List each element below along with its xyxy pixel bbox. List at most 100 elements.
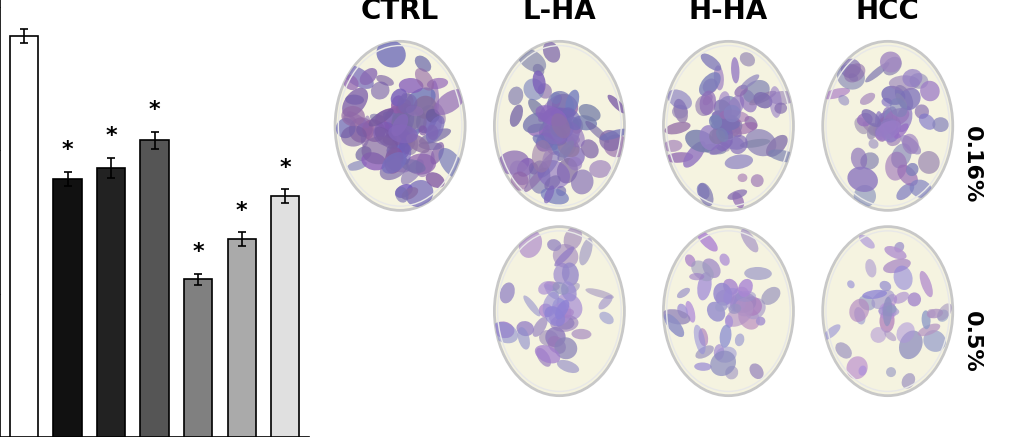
Ellipse shape: [394, 129, 420, 151]
Ellipse shape: [773, 103, 787, 114]
Ellipse shape: [867, 125, 884, 136]
Ellipse shape: [391, 119, 405, 136]
Bar: [227, 239, 256, 437]
Ellipse shape: [936, 309, 948, 322]
Ellipse shape: [881, 123, 898, 142]
Ellipse shape: [847, 166, 877, 192]
Ellipse shape: [880, 106, 897, 135]
Ellipse shape: [542, 114, 570, 144]
Ellipse shape: [909, 73, 927, 89]
Ellipse shape: [878, 281, 891, 291]
Ellipse shape: [716, 133, 744, 150]
Ellipse shape: [545, 327, 566, 347]
Ellipse shape: [532, 70, 545, 94]
Ellipse shape: [401, 187, 418, 200]
Ellipse shape: [896, 322, 914, 343]
Ellipse shape: [744, 116, 757, 130]
Ellipse shape: [715, 290, 734, 305]
Ellipse shape: [725, 304, 752, 327]
Ellipse shape: [694, 362, 711, 371]
Ellipse shape: [844, 63, 864, 83]
Ellipse shape: [385, 110, 409, 129]
Ellipse shape: [878, 302, 896, 320]
Ellipse shape: [579, 238, 592, 265]
Ellipse shape: [886, 367, 895, 377]
Ellipse shape: [556, 136, 579, 157]
Ellipse shape: [858, 235, 874, 249]
Ellipse shape: [709, 350, 736, 376]
Ellipse shape: [858, 365, 866, 376]
Ellipse shape: [544, 306, 565, 326]
Ellipse shape: [398, 138, 411, 165]
Ellipse shape: [547, 336, 566, 354]
Ellipse shape: [702, 144, 726, 155]
Ellipse shape: [858, 295, 874, 310]
Ellipse shape: [549, 125, 562, 142]
Ellipse shape: [919, 81, 938, 101]
Ellipse shape: [896, 183, 913, 200]
Ellipse shape: [415, 68, 434, 90]
Ellipse shape: [551, 94, 578, 118]
Ellipse shape: [418, 142, 441, 150]
Ellipse shape: [936, 303, 951, 321]
Ellipse shape: [729, 292, 755, 313]
Ellipse shape: [395, 187, 409, 203]
Ellipse shape: [534, 345, 559, 364]
Ellipse shape: [541, 107, 559, 122]
Ellipse shape: [708, 128, 725, 144]
Ellipse shape: [406, 134, 429, 153]
Ellipse shape: [388, 125, 418, 143]
Ellipse shape: [493, 322, 514, 338]
Ellipse shape: [556, 133, 580, 145]
Text: *: *: [279, 158, 290, 178]
Ellipse shape: [384, 105, 409, 135]
Ellipse shape: [537, 151, 559, 178]
Ellipse shape: [346, 161, 367, 171]
Ellipse shape: [396, 104, 417, 124]
Ellipse shape: [545, 124, 558, 149]
Ellipse shape: [416, 149, 434, 177]
Text: L-HA: L-HA: [522, 0, 596, 25]
Ellipse shape: [394, 184, 413, 198]
Ellipse shape: [874, 120, 900, 140]
Text: *: *: [235, 201, 248, 221]
Ellipse shape: [397, 94, 417, 114]
Ellipse shape: [382, 111, 404, 129]
Text: 0.5%: 0.5%: [961, 311, 981, 373]
Ellipse shape: [881, 57, 901, 76]
Ellipse shape: [542, 292, 558, 317]
Ellipse shape: [709, 140, 733, 155]
Ellipse shape: [664, 122, 690, 135]
Ellipse shape: [853, 185, 875, 207]
Ellipse shape: [546, 141, 559, 155]
Ellipse shape: [729, 135, 747, 154]
Ellipse shape: [553, 263, 569, 284]
Ellipse shape: [725, 154, 752, 169]
Text: H-HA: H-HA: [688, 0, 767, 25]
Ellipse shape: [733, 291, 742, 309]
Ellipse shape: [709, 116, 729, 135]
Ellipse shape: [523, 79, 544, 100]
Ellipse shape: [419, 128, 450, 144]
Ellipse shape: [528, 99, 546, 120]
Ellipse shape: [528, 163, 538, 174]
Ellipse shape: [901, 134, 918, 154]
Ellipse shape: [717, 91, 730, 111]
Ellipse shape: [529, 160, 550, 194]
Ellipse shape: [346, 111, 369, 128]
Ellipse shape: [556, 158, 578, 184]
Ellipse shape: [738, 307, 759, 329]
Ellipse shape: [907, 292, 920, 306]
Ellipse shape: [664, 152, 693, 163]
Ellipse shape: [561, 121, 584, 147]
Ellipse shape: [373, 122, 397, 146]
Ellipse shape: [540, 128, 569, 140]
Ellipse shape: [544, 175, 560, 190]
Ellipse shape: [494, 42, 624, 210]
Text: HCC: HCC: [855, 0, 919, 25]
Ellipse shape: [738, 279, 752, 297]
Ellipse shape: [727, 189, 746, 200]
Ellipse shape: [433, 103, 445, 124]
Ellipse shape: [406, 180, 433, 207]
Ellipse shape: [722, 279, 738, 295]
